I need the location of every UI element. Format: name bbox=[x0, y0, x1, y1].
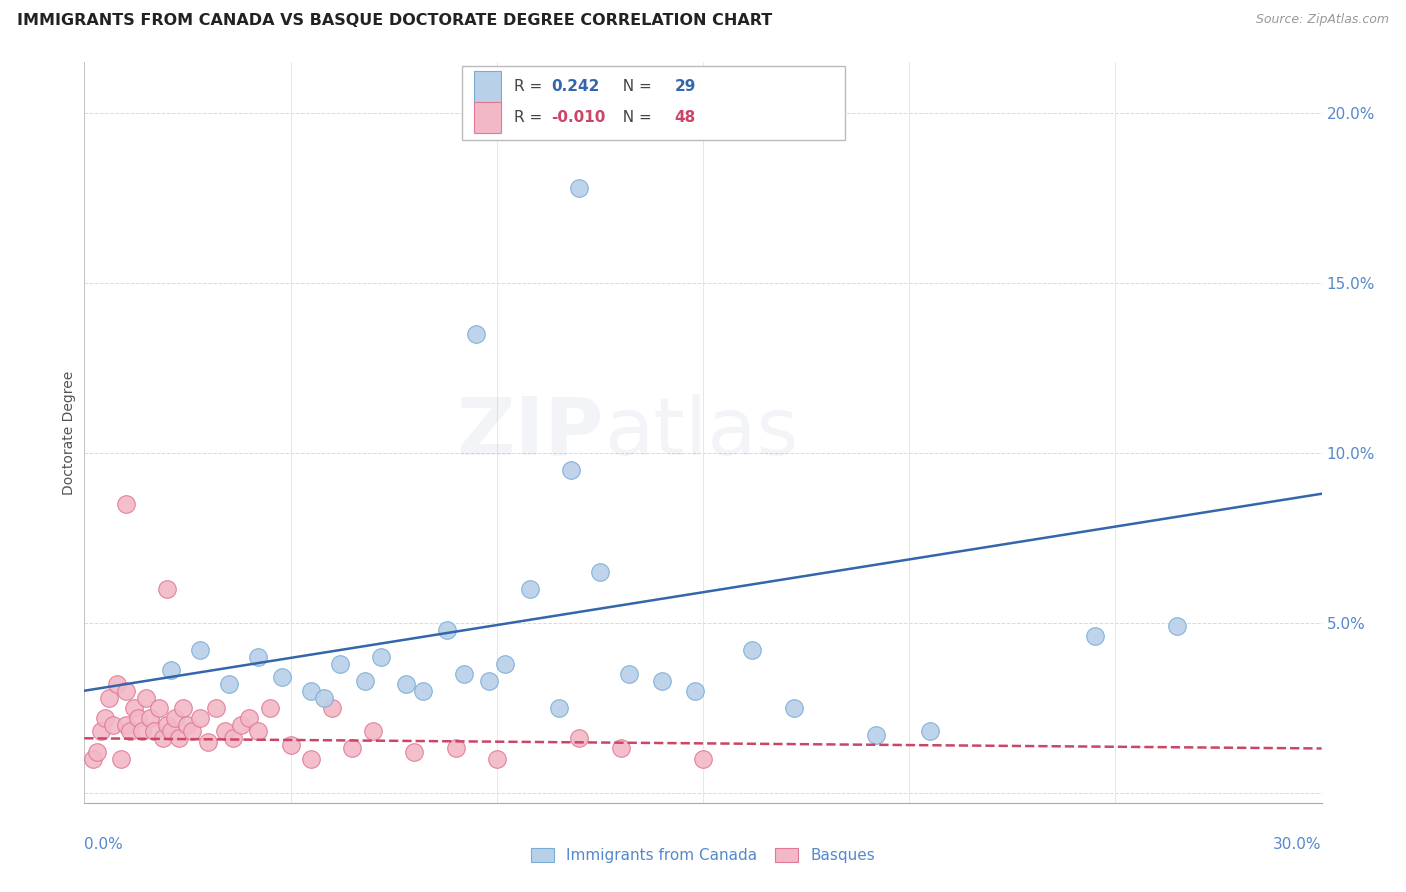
Point bbox=[152, 731, 174, 746]
Point bbox=[188, 711, 211, 725]
Point bbox=[299, 683, 322, 698]
Point bbox=[165, 711, 187, 725]
Point bbox=[110, 752, 132, 766]
Point bbox=[122, 700, 145, 714]
Point bbox=[197, 734, 219, 748]
Text: 30.0%: 30.0% bbox=[1274, 837, 1322, 852]
Point bbox=[783, 700, 806, 714]
Point bbox=[214, 724, 236, 739]
Text: atlas: atlas bbox=[605, 393, 799, 472]
Point bbox=[477, 673, 499, 688]
FancyBboxPatch shape bbox=[461, 66, 845, 140]
Point bbox=[683, 683, 706, 698]
Point bbox=[692, 752, 714, 766]
Point bbox=[172, 700, 194, 714]
Point bbox=[156, 582, 179, 596]
Text: N =: N = bbox=[613, 110, 657, 125]
Y-axis label: Doctorate Degree: Doctorate Degree bbox=[62, 370, 76, 495]
Point bbox=[312, 690, 335, 705]
Text: 0.242: 0.242 bbox=[551, 78, 599, 94]
Point bbox=[465, 327, 488, 342]
Point bbox=[156, 717, 179, 731]
Point bbox=[246, 724, 269, 739]
Point bbox=[918, 724, 941, 739]
Point bbox=[329, 657, 352, 671]
Point bbox=[86, 745, 108, 759]
Point bbox=[176, 717, 198, 731]
Point bbox=[160, 664, 183, 678]
Point bbox=[118, 724, 141, 739]
Point bbox=[370, 649, 392, 664]
Point bbox=[494, 657, 516, 671]
Text: N =: N = bbox=[613, 78, 657, 94]
Point bbox=[238, 711, 260, 725]
Point bbox=[321, 700, 343, 714]
Point bbox=[280, 738, 302, 752]
Point bbox=[609, 741, 631, 756]
Text: R =: R = bbox=[513, 110, 547, 125]
Point bbox=[404, 745, 426, 759]
Point bbox=[114, 683, 136, 698]
Point bbox=[222, 731, 245, 746]
Point bbox=[436, 623, 458, 637]
Point bbox=[94, 711, 117, 725]
Bar bbox=[474, 102, 502, 133]
Point bbox=[259, 700, 281, 714]
Point bbox=[160, 724, 183, 739]
Point bbox=[180, 724, 202, 739]
Text: ZIP: ZIP bbox=[457, 393, 605, 472]
Point bbox=[299, 752, 322, 766]
Point bbox=[361, 724, 384, 739]
Point bbox=[127, 711, 149, 725]
Point bbox=[148, 700, 170, 714]
Text: 48: 48 bbox=[675, 110, 696, 125]
Point bbox=[651, 673, 673, 688]
Point bbox=[1166, 619, 1188, 633]
Point bbox=[568, 731, 591, 746]
Point bbox=[1084, 629, 1107, 643]
Point bbox=[90, 724, 112, 739]
Point bbox=[103, 717, 125, 731]
Point bbox=[547, 700, 569, 714]
Point bbox=[444, 741, 467, 756]
Text: R =: R = bbox=[513, 78, 547, 94]
Point bbox=[865, 728, 887, 742]
Point bbox=[589, 565, 612, 579]
Point bbox=[188, 643, 211, 657]
Point bbox=[218, 677, 240, 691]
Point bbox=[395, 677, 418, 691]
Point bbox=[205, 700, 228, 714]
Point bbox=[353, 673, 375, 688]
Point bbox=[131, 724, 153, 739]
Point bbox=[560, 463, 582, 477]
Point bbox=[519, 582, 541, 596]
Point bbox=[485, 752, 508, 766]
Point bbox=[82, 752, 104, 766]
Point bbox=[143, 724, 166, 739]
Text: -0.010: -0.010 bbox=[551, 110, 605, 125]
Text: Source: ZipAtlas.com: Source: ZipAtlas.com bbox=[1256, 13, 1389, 27]
Point bbox=[135, 690, 157, 705]
Point bbox=[741, 643, 763, 657]
Bar bbox=[474, 70, 502, 102]
Text: 0.0%: 0.0% bbox=[84, 837, 124, 852]
Point bbox=[114, 717, 136, 731]
Point bbox=[229, 717, 252, 731]
Point bbox=[568, 181, 591, 195]
Point bbox=[105, 677, 128, 691]
Point bbox=[271, 670, 294, 684]
Point bbox=[114, 497, 136, 511]
Text: 29: 29 bbox=[675, 78, 696, 94]
Point bbox=[98, 690, 121, 705]
Point bbox=[453, 666, 475, 681]
Point bbox=[167, 731, 190, 746]
Point bbox=[412, 683, 434, 698]
Text: IMMIGRANTS FROM CANADA VS BASQUE DOCTORATE DEGREE CORRELATION CHART: IMMIGRANTS FROM CANADA VS BASQUE DOCTORA… bbox=[17, 13, 772, 29]
Legend: Immigrants from Canada, Basques: Immigrants from Canada, Basques bbox=[524, 841, 882, 869]
Point bbox=[342, 741, 364, 756]
Point bbox=[617, 666, 640, 681]
Point bbox=[139, 711, 162, 725]
Point bbox=[246, 649, 269, 664]
